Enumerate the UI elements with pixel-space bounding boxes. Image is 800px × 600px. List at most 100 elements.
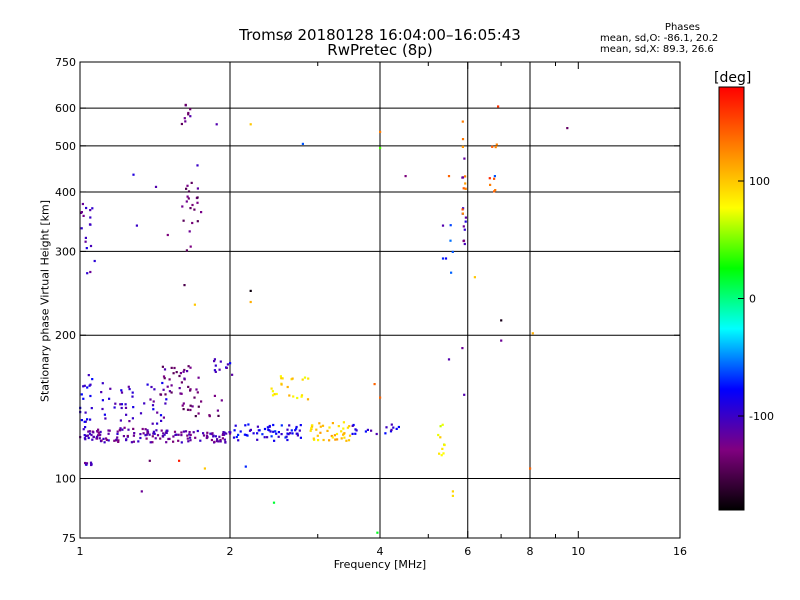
data-point: [447, 175, 451, 178]
data-point: [216, 409, 219, 412]
data-point: [491, 145, 494, 148]
data-point: [164, 402, 167, 405]
data-point: [123, 426, 126, 429]
data-point: [497, 105, 500, 108]
data-point: [196, 187, 199, 190]
data-point: [89, 418, 92, 421]
data-point: [80, 419, 83, 422]
data-point: [132, 173, 135, 176]
data-point: [101, 407, 104, 411]
data-point: [296, 434, 299, 437]
data-point: [168, 390, 171, 393]
data-point: [464, 182, 467, 185]
data-point: [275, 392, 278, 396]
data-point: [289, 432, 292, 435]
data-point: [84, 426, 87, 429]
data-point: [139, 436, 142, 440]
data-point: [122, 435, 125, 438]
data-point: [172, 435, 175, 438]
data-point: [116, 436, 119, 439]
data-point: [233, 429, 236, 432]
data-point: [531, 332, 534, 335]
data-point: [96, 430, 99, 433]
data-point: [258, 429, 261, 432]
data-point: [84, 411, 87, 414]
data-point: [178, 459, 181, 462]
data-point: [206, 431, 209, 434]
data-point: [183, 284, 186, 287]
data-point: [101, 399, 104, 402]
data-point: [119, 403, 122, 406]
data-point: [342, 433, 345, 436]
data-point: [120, 403, 123, 406]
data-point: [196, 196, 199, 199]
data-point: [82, 428, 85, 431]
data-point: [97, 431, 100, 434]
data-point: [149, 441, 152, 444]
data-point: [214, 370, 217, 373]
data-point: [461, 176, 465, 179]
data-point: [102, 437, 105, 440]
data-point: [161, 435, 164, 438]
data-point: [188, 433, 191, 436]
data-point: [234, 424, 237, 427]
data-point: [127, 385, 130, 388]
data-point: [117, 440, 120, 443]
data-point: [489, 183, 492, 186]
data-point: [85, 206, 88, 210]
data-point: [348, 425, 351, 428]
data-point: [186, 434, 189, 437]
data-point: [161, 365, 164, 368]
data-point: [87, 436, 90, 440]
data-point: [214, 364, 217, 367]
data-point: [225, 432, 228, 435]
data-point: [317, 439, 320, 442]
data-point: [126, 434, 129, 438]
data-point: [160, 429, 163, 432]
data-point: [187, 365, 190, 368]
data-point: [495, 143, 498, 146]
data-point: [132, 406, 135, 409]
data-point: [156, 411, 159, 414]
y-tick-label: 750: [55, 56, 76, 69]
data-point: [135, 224, 138, 227]
data-point: [182, 402, 185, 405]
data-point: [273, 393, 276, 396]
data-point: [244, 424, 247, 427]
data-point: [343, 436, 346, 439]
colorbar-unit-label: [deg]: [714, 70, 752, 86]
data-point: [217, 414, 220, 417]
data-point: [239, 430, 242, 433]
data-point: [86, 418, 89, 421]
data-point: [566, 127, 569, 130]
chart-subtitle: RwPretec (8p): [327, 41, 433, 59]
data-point: [202, 432, 205, 435]
data-point: [99, 430, 102, 433]
data-point: [219, 440, 222, 443]
data-point: [132, 440, 135, 443]
data-point: [205, 434, 209, 437]
data-point: [299, 424, 302, 427]
data-point: [83, 434, 86, 437]
data-point: [124, 406, 128, 409]
data-point: [156, 422, 159, 425]
data-point: [438, 452, 441, 455]
data-point: [235, 435, 238, 439]
data-point: [200, 211, 203, 214]
data-point: [208, 414, 211, 417]
data-point: [187, 440, 190, 443]
phase-stats-o: mean, sd,O: -86.1, 20.2: [600, 33, 719, 44]
data-point: [159, 393, 162, 396]
data-point: [88, 430, 91, 433]
data-point: [463, 157, 466, 160]
data-point: [160, 419, 163, 422]
data-point: [182, 219, 185, 222]
colorbar-tick-label: 0: [749, 293, 756, 306]
phase-stats-x: mean, sd,X: 89.3, 26.6: [600, 44, 714, 55]
data-point: [379, 130, 382, 133]
data-point: [376, 531, 379, 534]
data-point: [80, 393, 83, 396]
data-point: [348, 434, 352, 437]
data-point: [461, 145, 464, 148]
data-point: [149, 398, 152, 401]
